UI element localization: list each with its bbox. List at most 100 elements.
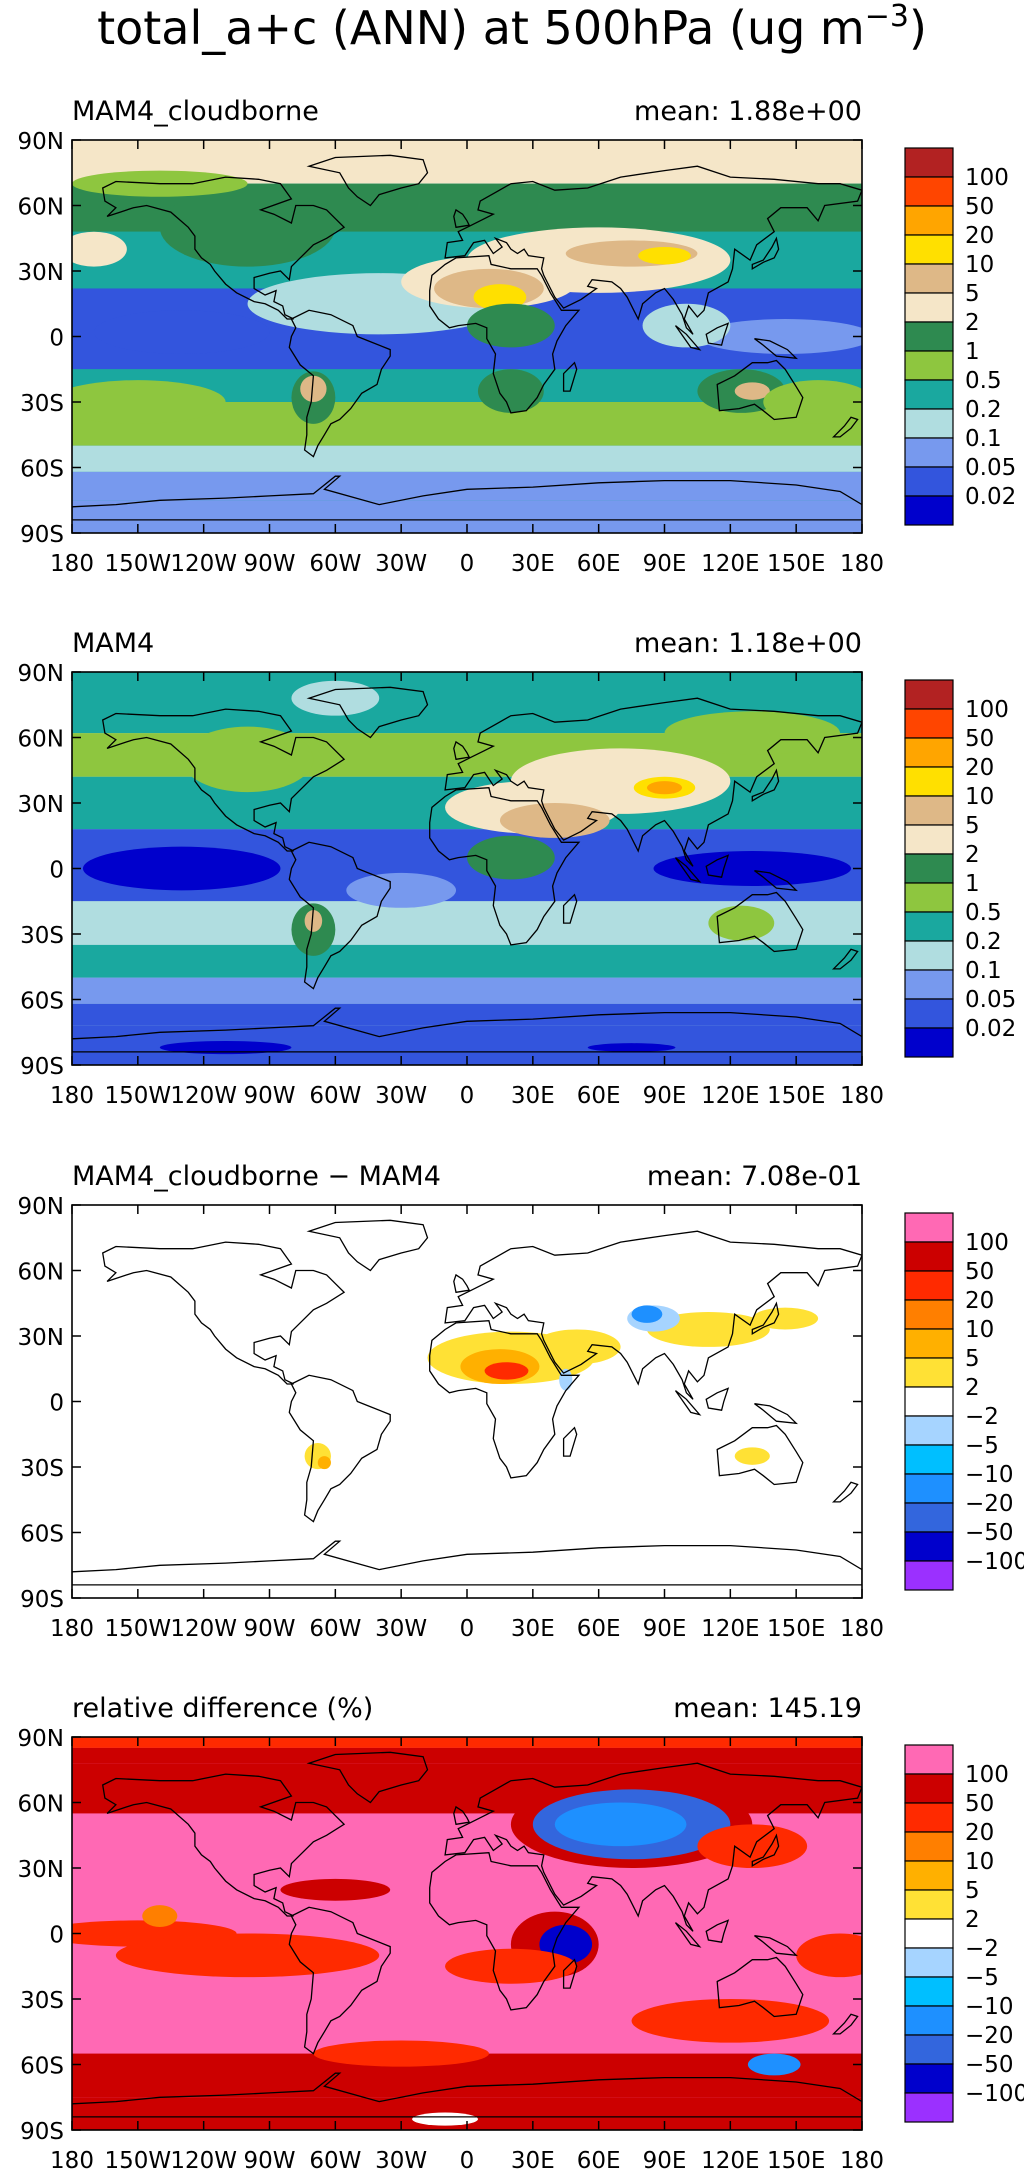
lon-label: 180 — [840, 551, 884, 577]
contour-region — [554, 1802, 687, 1847]
colorbar-label: 20 — [965, 1820, 994, 1846]
colorbar-swatch — [904, 2063, 954, 2094]
lon-label: 120W — [170, 2148, 237, 2174]
coastline-madagascar — [562, 1426, 578, 1457]
lat-label: 60N — [18, 727, 64, 753]
colorbar-swatch — [904, 1299, 954, 1330]
colorbar-swatch — [904, 379, 954, 410]
contour-region — [313, 2040, 489, 2067]
latitude-band — [72, 1763, 862, 1814]
lat-label: 90S — [20, 2119, 64, 2145]
lon-label: 90W — [243, 2148, 295, 2174]
coastline-japan — [751, 236, 780, 270]
panel-left-label: MAM4_cloudborne — [72, 96, 319, 127]
lon-label: 0 — [460, 551, 475, 577]
lon-label: 120W — [170, 1616, 237, 1642]
coastline-borneo — [705, 1387, 730, 1411]
contour-region — [653, 851, 852, 886]
lon-label: 30W — [375, 551, 427, 577]
lon-label: 180 — [50, 2148, 94, 2174]
coastline-japan — [751, 1301, 780, 1335]
lon-label: 120E — [701, 1616, 759, 1642]
colorbar-label: −2 — [965, 1936, 999, 1962]
colorbar-label: 100 — [965, 697, 1009, 723]
lat-label: 90N — [18, 1194, 64, 1220]
colorbar-swatch — [904, 1241, 954, 1272]
lon-label: 120E — [701, 2148, 759, 2174]
coastline-newguinea — [754, 338, 798, 360]
coastline-namerica — [101, 708, 346, 852]
coastline-namerica — [101, 1773, 346, 1917]
lon-label: 150W — [105, 551, 172, 577]
coastline-antarctica — [72, 1007, 862, 1053]
lat-label: 0 — [49, 858, 64, 884]
colorbar-label: 0.1 — [965, 426, 1002, 452]
colorbar-label: 0.2 — [965, 929, 1002, 955]
colorbar-label: 2 — [965, 842, 980, 868]
lon-label: 180 — [840, 1083, 884, 1109]
lon-label: 0 — [460, 1616, 475, 1642]
colorbar-label: 20 — [965, 1288, 994, 1314]
lon-label: 90E — [643, 551, 687, 577]
colorbar-swatch — [904, 1831, 954, 1862]
contour-region — [72, 231, 127, 267]
contour-region — [697, 1824, 808, 1868]
colorbar-swatch — [904, 1415, 954, 1446]
coastline-africa — [429, 1852, 581, 2011]
lon-label: 150W — [105, 1616, 172, 1642]
lon-label: 90E — [643, 1083, 687, 1109]
field-background — [72, 1205, 862, 1598]
colorbar-swatch — [904, 824, 954, 855]
colorbar-label: 0.1 — [965, 958, 1002, 984]
lon-label: 180 — [840, 1616, 884, 1642]
coastline-australia — [716, 1424, 804, 1486]
coastline-namerica — [101, 1241, 346, 1385]
contour-region — [638, 246, 691, 265]
coastline-borneo — [705, 322, 730, 346]
colorbar-label: −50 — [965, 1520, 1014, 1546]
map-axes: 90N 60N 30N 0 30S 60S 90S 180 150W 120W 90W 60W 30W 0… — [18, 129, 884, 577]
colorbar-label: 2 — [965, 1907, 980, 1933]
lat-label: 0 — [49, 326, 64, 352]
contour-region — [642, 303, 731, 348]
coastline-australia — [716, 1956, 804, 2018]
contour-region — [280, 1878, 391, 1901]
contour-field — [72, 1737, 862, 2130]
coastline-samerica — [288, 1906, 391, 2055]
colorbar: 0.02 0.05 0.1 0.2 0.5 1 2 5 10 20 50 100 — [904, 679, 1016, 1058]
lat-label: 30N — [18, 1857, 64, 1883]
colorbar-label: 10 — [965, 1849, 994, 1875]
colorbar-swatch — [904, 1531, 954, 1562]
lon-label: 180 — [840, 2148, 884, 2174]
coastline-borneo — [705, 1919, 730, 1943]
map-axes: 90N 60N 30N 0 30S 60S 90S 180 150W 120W 90W 60W 30W 0… — [18, 1194, 884, 1642]
lon-label: 150E — [767, 2148, 825, 2174]
lon-label: 60W — [309, 551, 361, 577]
coastline-greenland — [306, 686, 429, 739]
contour-region — [697, 319, 862, 354]
coastline-britain — [453, 1273, 471, 1294]
colorbar-swatch — [904, 940, 954, 971]
contour-region — [532, 1329, 621, 1365]
lon-label: 90W — [243, 1616, 295, 1642]
contour-region — [181, 726, 314, 793]
panel-mam4: MAM4 mean: 1.18e+00 90N 60N 30N 0 30S 60S 90S 180… — [18, 628, 1017, 1109]
colorbar-label: −20 — [965, 1491, 1014, 1517]
contour-region — [559, 1368, 573, 1391]
contour-region — [159, 188, 336, 267]
colorbar-label: −10 — [965, 1462, 1014, 1488]
latitude-band — [72, 471, 862, 501]
lat-label: 90N — [18, 129, 64, 155]
colorbar-swatch — [904, 1270, 954, 1301]
colorbar-swatch — [904, 495, 954, 526]
lon-label: 60W — [309, 1083, 361, 1109]
colorbar-label: −5 — [965, 1433, 999, 1459]
lon-label: 150E — [767, 1083, 825, 1109]
colorbar: 0.02 0.05 0.1 0.2 0.5 1 2 5 10 20 50 100 — [904, 147, 1016, 526]
colorbar-swatch — [904, 2034, 954, 2065]
contour-region — [291, 680, 380, 716]
colorbar-label: 10 — [965, 252, 994, 278]
colorbar-label: −5 — [965, 1965, 999, 1991]
colorbar-swatch — [904, 1918, 954, 1949]
colorbar-label: 1 — [965, 339, 980, 365]
